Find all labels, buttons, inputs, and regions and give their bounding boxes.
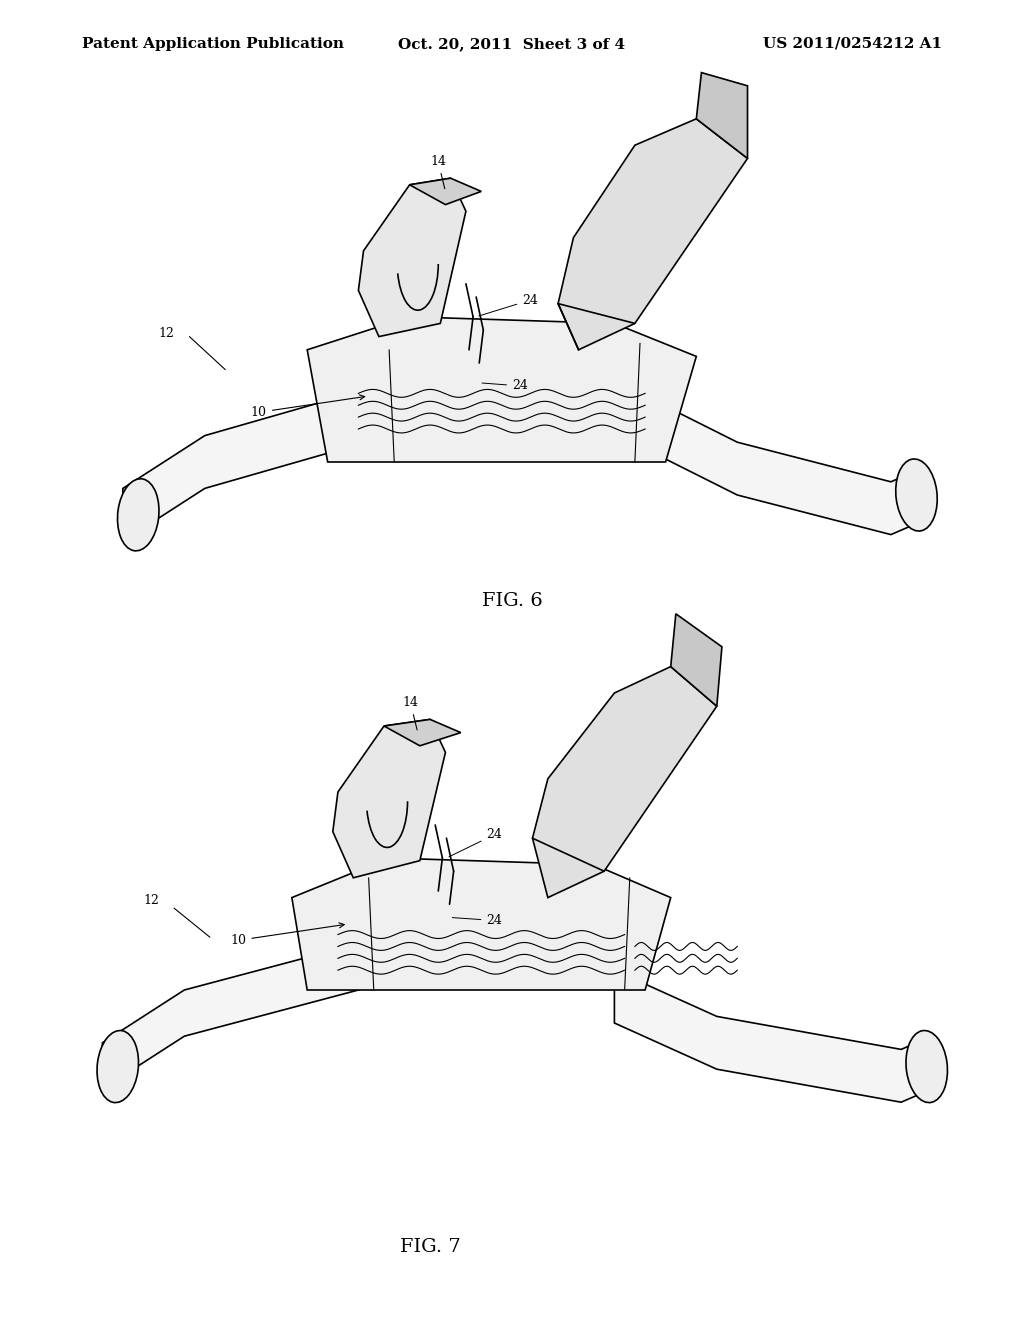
Polygon shape xyxy=(558,119,748,350)
Polygon shape xyxy=(410,178,481,205)
Text: FIG. 6: FIG. 6 xyxy=(481,591,543,610)
Polygon shape xyxy=(358,178,466,337)
Ellipse shape xyxy=(118,479,159,550)
Polygon shape xyxy=(532,667,717,898)
Text: 10: 10 xyxy=(230,923,344,946)
Polygon shape xyxy=(292,858,671,990)
Polygon shape xyxy=(614,970,932,1102)
Text: 24: 24 xyxy=(453,913,503,927)
Polygon shape xyxy=(307,317,696,462)
Text: Patent Application Publication: Patent Application Publication xyxy=(82,37,344,51)
Ellipse shape xyxy=(906,1031,947,1102)
Polygon shape xyxy=(696,73,748,158)
Polygon shape xyxy=(645,396,922,535)
Text: 14: 14 xyxy=(430,154,446,189)
Polygon shape xyxy=(333,719,445,878)
Text: 10: 10 xyxy=(251,395,365,418)
Ellipse shape xyxy=(97,1031,138,1102)
Polygon shape xyxy=(671,614,722,706)
Text: 14: 14 xyxy=(402,696,419,730)
Polygon shape xyxy=(102,924,410,1089)
Text: Oct. 20, 2011  Sheet 3 of 4: Oct. 20, 2011 Sheet 3 of 4 xyxy=(398,37,626,51)
Text: 24: 24 xyxy=(479,293,539,315)
Ellipse shape xyxy=(896,459,937,531)
Polygon shape xyxy=(123,370,440,541)
Text: 12: 12 xyxy=(159,326,175,339)
Text: FIG. 7: FIG. 7 xyxy=(399,1238,461,1257)
Polygon shape xyxy=(384,719,461,746)
Text: 12: 12 xyxy=(143,894,160,907)
Text: 24: 24 xyxy=(482,379,528,392)
Text: US 2011/0254212 A1: US 2011/0254212 A1 xyxy=(763,37,942,51)
Text: 24: 24 xyxy=(449,828,503,857)
